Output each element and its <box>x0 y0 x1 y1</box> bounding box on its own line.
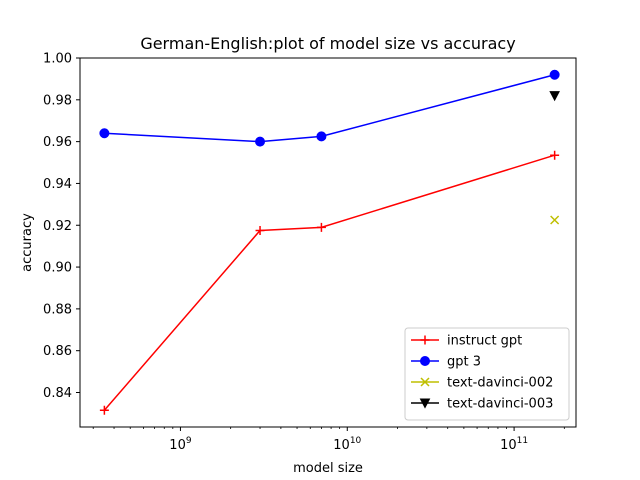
legend-label: instruct gpt <box>447 334 522 349</box>
data-point <box>316 131 327 142</box>
x-axis-label: model size <box>293 461 363 476</box>
x-tick-label: 109 <box>169 436 192 453</box>
y-tick-label: 0.94 <box>43 177 72 192</box>
data-point <box>549 91 560 102</box>
series-text-davinci-002 <box>550 215 560 225</box>
y-tick-label: 1.00 <box>43 52 72 67</box>
legend-box <box>404 327 570 421</box>
legend-label: gpt 3 <box>447 355 481 370</box>
x-tick-label: 1010 <box>333 436 361 453</box>
series-gpt-3 <box>99 69 560 147</box>
data-point <box>316 222 326 232</box>
legend-marker <box>420 377 430 387</box>
x-tick-label: 1011 <box>500 436 528 453</box>
data-point <box>549 69 560 80</box>
y-tick-label: 0.92 <box>43 219 72 234</box>
series-instruct-gpt <box>99 150 560 415</box>
legend-entry: text-davinci-003 <box>411 397 553 412</box>
series-line <box>104 74 555 143</box>
y-axis-label: accuracy <box>20 213 35 272</box>
series-text-davinci-003 <box>549 91 560 102</box>
legend-marker <box>419 398 431 409</box>
y-tick-label: 0.86 <box>43 344 72 359</box>
y-tick-label: 0.90 <box>43 261 72 276</box>
chart-title: German-English:plot of model size vs acc… <box>140 34 515 53</box>
y-tick-label: 0.98 <box>43 93 72 108</box>
legend-entry: instruct gpt <box>411 334 522 349</box>
data-point <box>99 405 109 415</box>
legend-label: text-davinci-003 <box>447 397 553 412</box>
legend-label: text-davinci-002 <box>447 376 553 391</box>
legend-marker <box>420 335 430 345</box>
data-point <box>255 225 265 235</box>
legend-entry: gpt 3 <box>411 355 481 370</box>
data-point <box>550 215 560 225</box>
y-tick-label: 0.96 <box>43 135 72 150</box>
y-tick-label: 0.88 <box>43 302 72 317</box>
plot-frame <box>79 57 577 428</box>
series-line <box>103 154 555 411</box>
data-point <box>99 128 110 139</box>
y-tick-label: 0.84 <box>43 386 72 401</box>
legend-marker <box>420 356 430 366</box>
data-point <box>550 150 560 160</box>
data-point <box>255 136 266 147</box>
legend: instruct gpt gpt 3 text-davinci-002 text-da… <box>404 327 570 421</box>
legend-entry: text-davinci-002 <box>411 376 553 391</box>
